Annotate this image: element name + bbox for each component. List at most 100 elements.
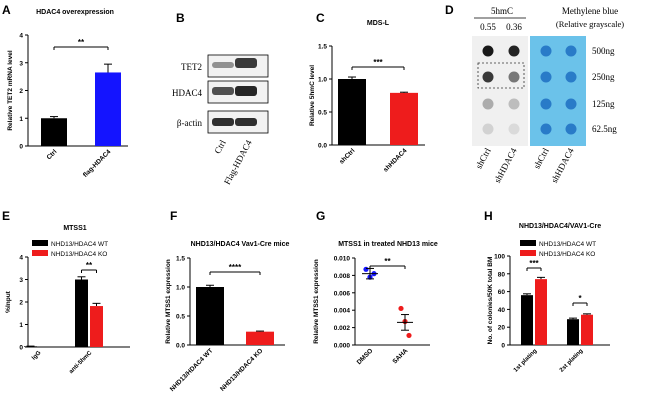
panel-letter-f: F	[170, 209, 177, 223]
panel-title-g: MTSS1 in treated NHD13 mice	[338, 241, 438, 248]
y-axis-label-h: No. of colonies/50K total BM	[487, 257, 494, 345]
panel-title-f: NHD13/HDAC4 Vav1-Cre mice	[191, 241, 290, 248]
bar-c	[390, 92, 418, 145]
legend-swatch-h	[520, 250, 536, 256]
y-tick-label-h: 60	[498, 289, 506, 296]
bar-a	[95, 72, 121, 146]
y-axis-label-g: Relative MTSS1 expression	[313, 259, 320, 344]
y-tick-label-g: 0.010	[334, 256, 351, 263]
panel-title-e: MTSS1	[63, 225, 86, 232]
y-axis-label-a: Relative TET2 mRNA level	[7, 50, 14, 131]
panel-letter-c: C	[316, 11, 325, 25]
y-tick-label-a: 3	[19, 60, 23, 67]
panel-letter-b: B	[176, 11, 185, 25]
dot-blot-amount-label: 125ng	[592, 99, 615, 109]
panel-letter-d: D	[445, 3, 454, 17]
x-tick-label-f: NHD13/HDAC4 KO	[219, 347, 264, 392]
dot-blot-header-5hmc: 5hmC	[491, 6, 513, 16]
methylene-blue-spot	[565, 71, 577, 83]
y-axis-label-c: Relative 5hmC level	[309, 65, 316, 126]
y-tick-label-c: 0.5	[318, 110, 327, 117]
dot-blot-spot	[482, 45, 494, 57]
bar-h	[535, 279, 547, 345]
blot-band	[212, 62, 234, 68]
legend-label-e: NHD13/HDAC4 KO	[51, 251, 107, 258]
y-tick-label-h: 100	[494, 254, 505, 261]
y-tick-label-a: 2	[19, 88, 23, 95]
x-tick-label-h: 1st plating	[513, 348, 539, 374]
blot-lane-label: Ctrl	[212, 138, 228, 155]
y-tick-label-c: 1.5	[318, 44, 327, 51]
x-tick-label-a: flag-HDAC4	[82, 148, 113, 179]
blot-lane-label: Flag-HDAC4	[222, 138, 254, 186]
dot-blot-amount-label: 250ng	[592, 72, 615, 82]
significance-label-c: ***	[373, 58, 383, 67]
dot-blot-spot	[482, 71, 494, 83]
legend-label-e: NHD13/HDAC4 WT	[51, 241, 108, 248]
y-tick-label-c: 1.0	[318, 77, 327, 84]
y-tick-label-a: 4	[19, 33, 23, 40]
legend-swatch-e	[32, 250, 48, 256]
dot-blot-highlight-box	[477, 62, 525, 89]
y-tick-label-f: 0.0	[176, 343, 185, 350]
methylene-blue-spot	[565, 45, 577, 57]
y-tick-label-g: 0.002	[334, 325, 351, 332]
significance-label-h2: *	[578, 294, 582, 303]
x-tick-label-g: SAHA	[391, 347, 409, 365]
y-tick-label-f: 1.0	[176, 285, 185, 292]
x-tick-label-a: Ctrl	[46, 148, 59, 161]
blot-band	[235, 86, 257, 96]
legend-label-h: NHD13/HDAC4 KO	[539, 251, 595, 258]
bar-e	[90, 306, 103, 347]
methylene-blue-spot	[565, 98, 577, 110]
data-point-g	[398, 305, 404, 312]
dot-blot-lane-label: shCtrl	[474, 146, 493, 171]
significance-label-g: **	[384, 257, 391, 266]
bar-h	[521, 295, 533, 345]
x-tick-label-c: shHDAC4	[382, 147, 408, 173]
chart-g: 0.000 0.002 0.004 0.006 0.008 0.010 Relative M…	[313, 256, 430, 366]
data-point-g	[406, 332, 412, 339]
significance-label-h1: ***	[529, 259, 539, 268]
dot-blot-spot	[482, 123, 494, 135]
y-tick-label-h: 0	[501, 343, 505, 350]
panel-letter-g: G	[316, 209, 325, 223]
y-tick-label-h: 80	[498, 271, 506, 278]
x-tick-label-e: IgG	[31, 350, 43, 362]
dot-blot-value: 0.36	[506, 22, 522, 32]
dot-blot-header-mb-sub: (Relative grayscale)	[556, 19, 624, 29]
blot-band	[235, 118, 257, 126]
y-axis-label-e: %Input	[5, 290, 12, 312]
y-tick-label-h: 40	[498, 307, 506, 314]
y-tick-label-g: 0.000	[334, 343, 351, 350]
blot-row-label: TET2	[181, 62, 202, 72]
x-tick-label-g: DMSO	[356, 347, 375, 366]
methylene-blue-spot	[540, 71, 552, 83]
dot-blot-spot	[508, 98, 520, 110]
chart-c: 0.0 0.5 1.0 1.5 Relative 5hmC level shCtrl shH…	[309, 44, 425, 174]
chart-f: 0.0 0.5 1.0 1.5 Relative MTSS1 expression NHD…	[165, 256, 285, 393]
y-tick-label-e: 2	[19, 300, 23, 307]
dot-blot-value: 0.55	[480, 22, 496, 32]
dot-blot: 5hmC 0.55 0.36 Methylene blue (Relative gray…	[472, 6, 624, 185]
dot-blot-spot	[508, 45, 520, 57]
significance-label-e: **	[86, 261, 93, 270]
bar-e	[75, 279, 88, 347]
dot-blot-amount-label: 62.5ng	[592, 124, 617, 134]
y-tick-label-a: 0	[19, 144, 23, 151]
y-tick-label-g: 0.006	[334, 290, 351, 297]
methylene-blue-spot	[565, 123, 577, 135]
blot-band	[212, 87, 234, 95]
y-axis-label-f: Relative MTSS1 expression	[165, 259, 172, 344]
y-tick-label-h: 20	[498, 325, 506, 332]
bar-h	[567, 319, 579, 345]
legend-label-h: NHD13/HDAC4 WT	[539, 241, 596, 248]
methylene-blue-spot	[540, 45, 552, 57]
bar-c	[338, 79, 366, 145]
x-tick-label-f: NHD13/HDAC4 WT	[169, 347, 215, 393]
panel-title-c: MDS-L	[367, 20, 390, 27]
dot-blot-spot	[508, 71, 520, 83]
